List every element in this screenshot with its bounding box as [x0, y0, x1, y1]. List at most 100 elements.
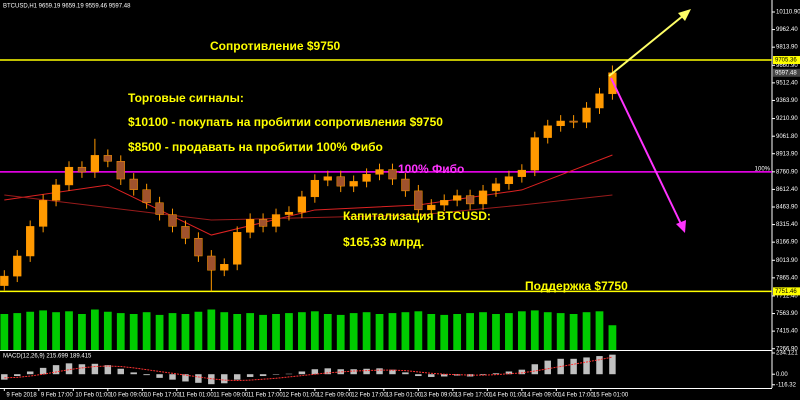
volume-bar: [181, 314, 190, 350]
candle-body: [375, 169, 384, 175]
volume-bar: [103, 311, 112, 350]
level-tag: [773, 56, 800, 65]
volume-bar: [414, 311, 423, 350]
macd-bar: [1, 374, 8, 380]
candle-body: [284, 211, 294, 215]
candle-body: [297, 196, 307, 213]
candle-body: [543, 125, 552, 138]
candle-body: [258, 219, 268, 227]
macd-bar: [518, 369, 526, 375]
macd-bar: [609, 354, 616, 375]
macd-bar: [182, 374, 189, 382]
candle-body: [233, 232, 242, 265]
x-tick-label: 13 Feb 01:00: [386, 393, 422, 399]
macd-bar: [221, 374, 228, 384]
macd-bar: [350, 369, 357, 375]
price-tag: [773, 68, 800, 77]
volume-bar: [543, 312, 552, 350]
candle-body: [336, 176, 345, 187]
y-tick-label: 7865.40: [776, 275, 798, 281]
y-tick-label: 9962.40: [776, 27, 798, 33]
volume-bar: [298, 312, 306, 350]
macd-bar: [233, 374, 241, 380]
x-tick-label: 9 Feb 17:00: [41, 393, 74, 399]
candle-body: [362, 174, 371, 182]
candle-body: [168, 214, 177, 227]
arrows: [608, 9, 691, 233]
candle-body: [142, 189, 151, 203]
x-tick-label: 12 Feb 17:00: [351, 393, 387, 399]
volume-bar: [65, 311, 73, 350]
moving-average: [4, 154, 613, 236]
candle-body: [194, 237, 203, 257]
x-tick-label: 9 Feb 2018: [6, 393, 37, 399]
macd-bar: [104, 365, 112, 375]
volume-bar: [401, 312, 410, 350]
volume-bar: [492, 314, 500, 350]
candle-body: [530, 137, 539, 171]
annotation: 100% Фибо: [398, 162, 464, 176]
y-tick-label: 9061.80: [776, 134, 798, 140]
macd-bar: [544, 360, 551, 375]
annotation: Поддержка $7750: [525, 279, 628, 293]
level-tag-label: 7751.46: [775, 289, 797, 295]
volume-bar: [272, 314, 280, 350]
level-tag: [773, 287, 800, 296]
y-tick-label: 8463.90: [776, 205, 798, 211]
volume-bar: [259, 314, 267, 350]
candle-body: [77, 166, 87, 173]
volume-bar: [233, 314, 242, 350]
candle-body: [271, 214, 281, 227]
volume-bar: [155, 314, 164, 350]
volume-bar: [362, 312, 371, 350]
volume-bar: [530, 310, 539, 350]
annotation: $165,33 млрд.: [343, 235, 424, 249]
candle-body: [13, 255, 22, 277]
volume-bar: [142, 312, 151, 350]
volume-bar: [323, 314, 332, 350]
x-tick-label: 10 Feb 17:00: [144, 393, 180, 399]
macd-y-tick-label: 0.00: [776, 372, 788, 378]
candle-body: [90, 155, 100, 173]
x-tick-label: 11 Feb 17:00: [248, 393, 284, 399]
candle-body: [220, 264, 229, 271]
candle-body: [349, 181, 358, 187]
macd-bar: [596, 356, 603, 375]
y-tick-label: 10110.90: [776, 10, 800, 16]
macd-bar: [169, 374, 176, 380]
volume-bar: [13, 313, 22, 350]
volume-bar: [116, 313, 125, 350]
macd-bar: [376, 368, 383, 375]
volume-bar: [78, 314, 86, 350]
macd-bar: [195, 374, 202, 383]
candle-body: [155, 202, 164, 215]
level-label: 100%: [755, 166, 771, 172]
volume-bar: [336, 314, 345, 350]
volume-bar: [375, 314, 384, 350]
volume-bar: [388, 313, 397, 350]
macd-bar: [39, 367, 47, 375]
level-tag-label: 9705.36: [775, 58, 797, 64]
candle-body: [504, 176, 514, 185]
macd-bar: [363, 368, 370, 375]
y-tick-label: 8013.90: [776, 258, 798, 264]
candle-body: [0, 275, 9, 286]
volume-bar: [0, 314, 9, 350]
macd-bar: [570, 358, 577, 375]
macd-bar: [65, 363, 73, 375]
volume-bar: [207, 309, 216, 350]
macd-bar: [583, 357, 590, 375]
candle-body: [323, 176, 332, 181]
x-tick-label: 14 Feb 09:00: [524, 393, 560, 399]
x-tick-label: 13 Feb 09:00: [420, 393, 456, 399]
macd-bar: [492, 373, 500, 375]
macd-bar: [531, 364, 539, 375]
price-tag-label: 9597.48: [775, 70, 797, 76]
annotation: $10100 - покупать на пробитии сопротивле…: [128, 115, 443, 129]
candle-body: [440, 200, 449, 206]
volume-bar: [52, 312, 60, 350]
y-tick-label: 9363.90: [776, 98, 798, 104]
macd-bar: [389, 369, 396, 375]
y-tick-label: 9660.90: [776, 63, 798, 69]
macd-bar: [453, 374, 461, 376]
